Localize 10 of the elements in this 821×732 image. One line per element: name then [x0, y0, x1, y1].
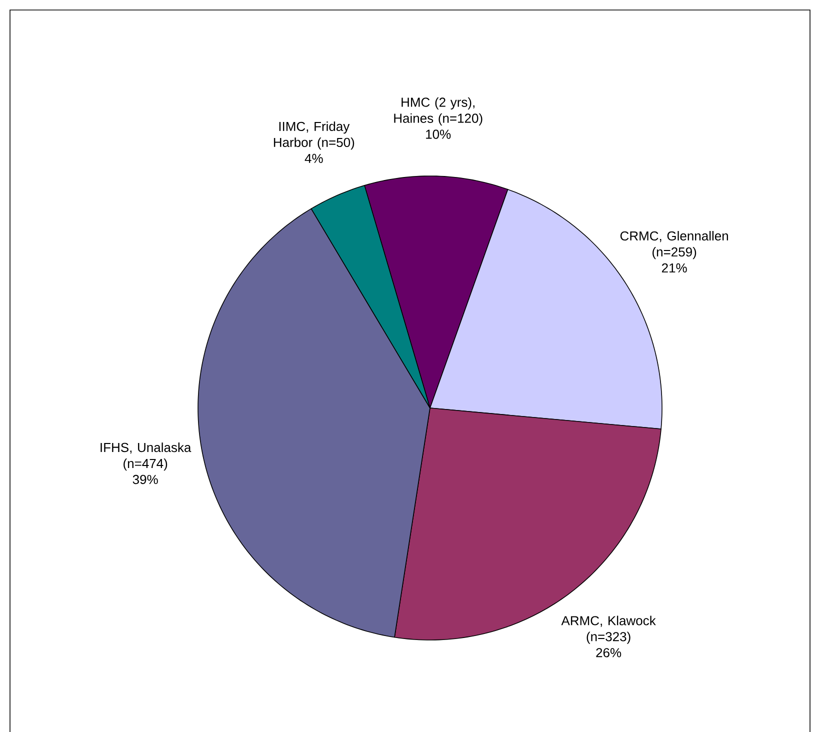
data-label: 10%: [426, 129, 451, 139]
data-label: 21%: [662, 263, 687, 272]
slice-label: HMC (2 yrs), Haines (n=120): [394, 97, 482, 126]
slice-label: IFHS, Unalaska (n=474): [100, 442, 192, 470]
slice-label: IIMC, Friday Harbor (n=50): [274, 121, 354, 150]
data-label: 39%: [132, 474, 158, 484]
data-label: 4%: [304, 154, 323, 163]
slice-label: ARMC, Klawock (n=323): [561, 616, 656, 644]
slice-label: CRMC, Glennallen (n=259): [620, 230, 728, 259]
data-label: 26%: [596, 648, 622, 658]
